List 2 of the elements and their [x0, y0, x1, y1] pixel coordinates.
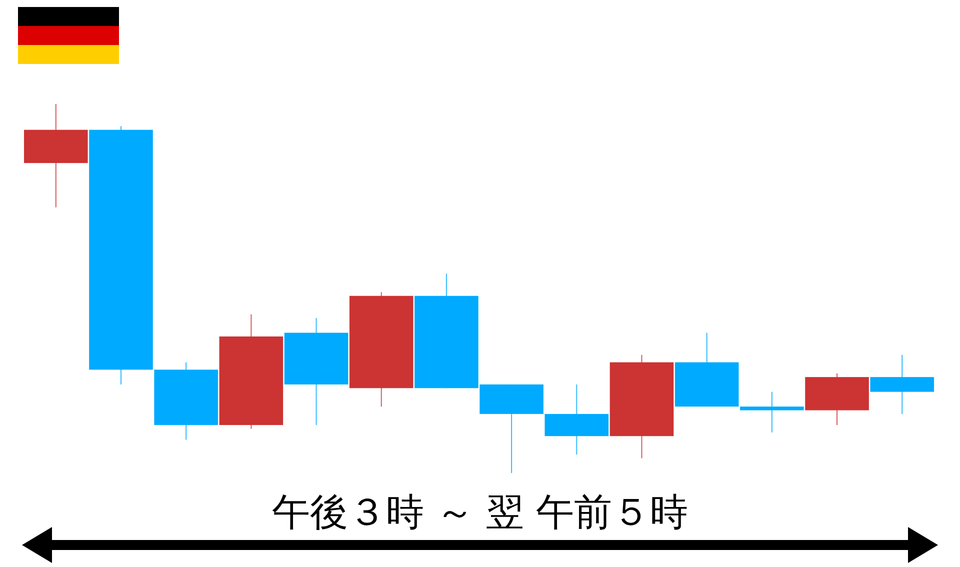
candlestick: [740, 391, 804, 433]
x-axis-title: 午後３時 ～ 翌 午前５時: [272, 490, 688, 534]
